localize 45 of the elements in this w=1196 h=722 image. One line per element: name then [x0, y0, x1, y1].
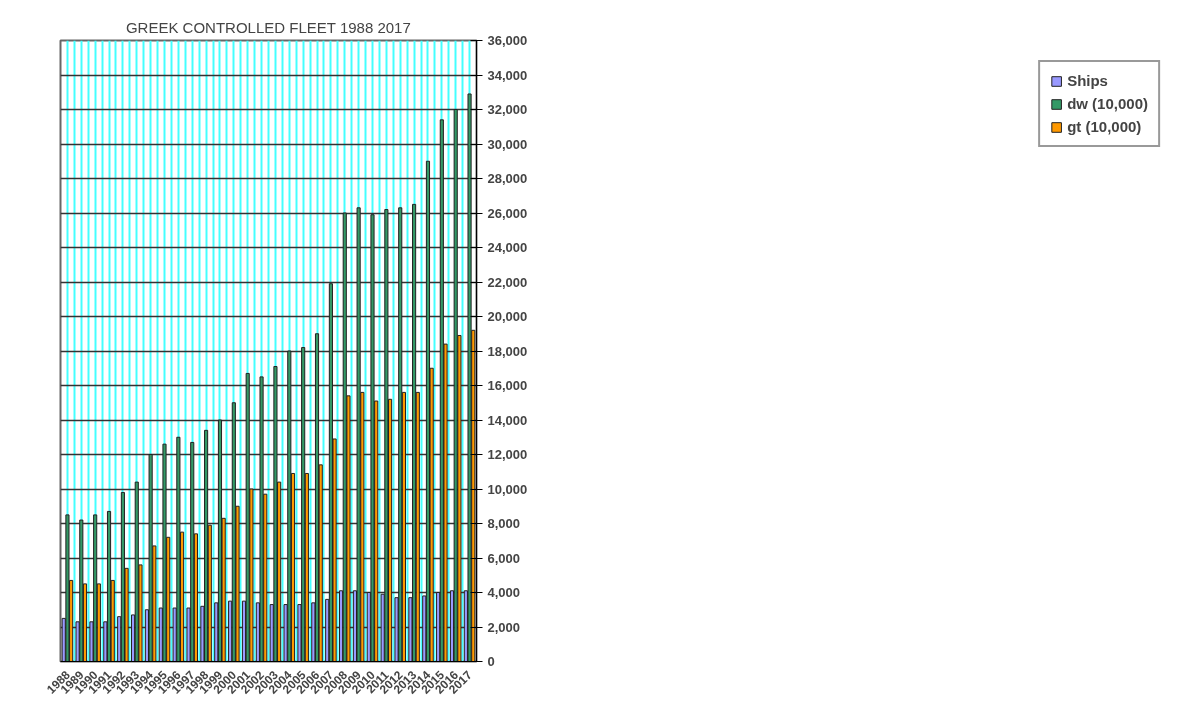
y-tick-label: 32,000: [487, 102, 528, 117]
legend-label: gt (10,000): [1067, 118, 1142, 135]
y-tick-label: 0: [487, 654, 495, 669]
bar: [176, 436, 181, 662]
bar: [93, 514, 98, 662]
y-tick-label: 20,000: [487, 309, 528, 324]
legend-label: dw (10,000): [1067, 95, 1148, 112]
bar: [412, 203, 417, 662]
bar: [287, 350, 292, 662]
chart-title: GREEK CONTROLLED FLEET 1988 2017: [125, 18, 411, 36]
y-tick-label: 30,000: [487, 136, 528, 152]
bar: [398, 207, 403, 662]
bar: [384, 209, 389, 662]
bar: [453, 109, 458, 662]
y-tick-label: 4,000: [487, 585, 521, 600]
y-tick-label: 10,000: [487, 481, 528, 497]
y-tick-label: 8,000: [487, 516, 521, 531]
y-tick-label: 28,000: [487, 171, 528, 186]
bar: [370, 214, 375, 662]
bar: [467, 93, 472, 662]
bar: [106, 510, 112, 662]
bar: [245, 372, 250, 662]
y-tick-label: 18,000: [487, 343, 528, 359]
y-tick-label: 22,000: [487, 274, 528, 290]
y-tick-label: 36,000: [487, 33, 528, 48]
bar: [65, 514, 70, 662]
y-tick-label: 6,000: [487, 550, 521, 566]
bar: [162, 443, 167, 662]
y-tick-label: 2,000: [487, 619, 521, 635]
y-tick-label: 16,000: [487, 378, 528, 393]
bar: [356, 207, 361, 662]
y-tick-label: 34,000: [487, 67, 528, 83]
bar: [190, 441, 195, 662]
bar: [273, 366, 278, 662]
y-tick-label: 14,000: [487, 412, 528, 428]
bar: [259, 376, 264, 662]
bar: [301, 347, 306, 662]
y-tick-label: 12,000: [487, 447, 528, 462]
bar: [148, 454, 153, 662]
bar: [79, 519, 84, 662]
y-tick-label: 26,000: [487, 205, 528, 221]
bar: [314, 333, 320, 662]
y-tick-label: 24,000: [487, 240, 528, 255]
legend-label: Ships: [1067, 72, 1108, 89]
bar: [204, 429, 209, 662]
